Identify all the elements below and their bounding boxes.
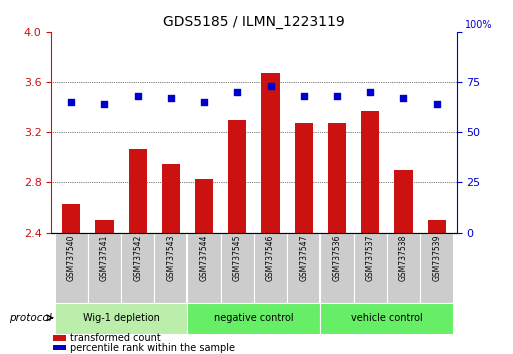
FancyBboxPatch shape (54, 303, 187, 334)
Text: GSM737547: GSM737547 (299, 235, 308, 281)
FancyBboxPatch shape (154, 233, 187, 303)
Point (133, 93, 142, 99)
Bar (195, 179, 213, 233)
Text: transformed count: transformed count (70, 333, 161, 343)
FancyBboxPatch shape (353, 233, 387, 303)
Point (233, 89, 242, 95)
FancyBboxPatch shape (387, 233, 420, 303)
Point (266, 83, 274, 89)
Text: negative control: negative control (214, 313, 294, 323)
Bar (427, 220, 446, 233)
Bar (262, 73, 280, 233)
FancyBboxPatch shape (221, 233, 254, 303)
Point (300, 93, 308, 99)
Point (67, 99, 75, 105)
Point (200, 99, 208, 105)
Bar (294, 124, 313, 233)
Text: GSM737540: GSM737540 (67, 235, 76, 281)
Point (432, 101, 441, 107)
Text: protocol: protocol (9, 313, 52, 323)
Bar (62, 204, 81, 233)
Bar (361, 111, 379, 233)
Text: percentile rank within the sample: percentile rank within the sample (70, 343, 234, 353)
Bar (228, 120, 246, 233)
Text: GSM737536: GSM737536 (332, 235, 342, 281)
Text: GSM737541: GSM737541 (100, 235, 109, 281)
Title: GDS5185 / ILMN_1223119: GDS5185 / ILMN_1223119 (163, 16, 345, 29)
FancyBboxPatch shape (287, 233, 321, 303)
Text: vehicle control: vehicle control (351, 313, 423, 323)
FancyBboxPatch shape (187, 303, 321, 334)
Text: GSM737545: GSM737545 (233, 235, 242, 281)
Point (366, 89, 374, 95)
FancyBboxPatch shape (321, 303, 453, 334)
Text: Wig-1 depletion: Wig-1 depletion (83, 313, 160, 323)
Bar (162, 164, 180, 233)
Text: GSM737537: GSM737537 (366, 235, 374, 281)
FancyBboxPatch shape (254, 233, 287, 303)
Bar (394, 170, 412, 233)
Point (101, 101, 109, 107)
Bar (129, 148, 147, 233)
Bar (95, 220, 113, 233)
Point (399, 95, 407, 101)
FancyBboxPatch shape (88, 233, 121, 303)
Text: GSM737544: GSM737544 (200, 235, 209, 281)
Text: GSM737539: GSM737539 (432, 235, 441, 281)
FancyBboxPatch shape (321, 233, 353, 303)
Bar (328, 124, 346, 233)
Bar (53, 335, 66, 341)
Point (167, 95, 175, 101)
Text: GSM737546: GSM737546 (266, 235, 275, 281)
Y-axis label: 100%: 100% (465, 20, 492, 30)
Bar (53, 345, 66, 350)
Text: GSM737542: GSM737542 (133, 235, 142, 281)
Point (333, 93, 341, 99)
FancyBboxPatch shape (54, 233, 88, 303)
FancyBboxPatch shape (420, 233, 453, 303)
FancyBboxPatch shape (121, 233, 154, 303)
FancyBboxPatch shape (187, 233, 221, 303)
Text: GSM737543: GSM737543 (166, 235, 175, 281)
Text: GSM737538: GSM737538 (399, 235, 408, 281)
